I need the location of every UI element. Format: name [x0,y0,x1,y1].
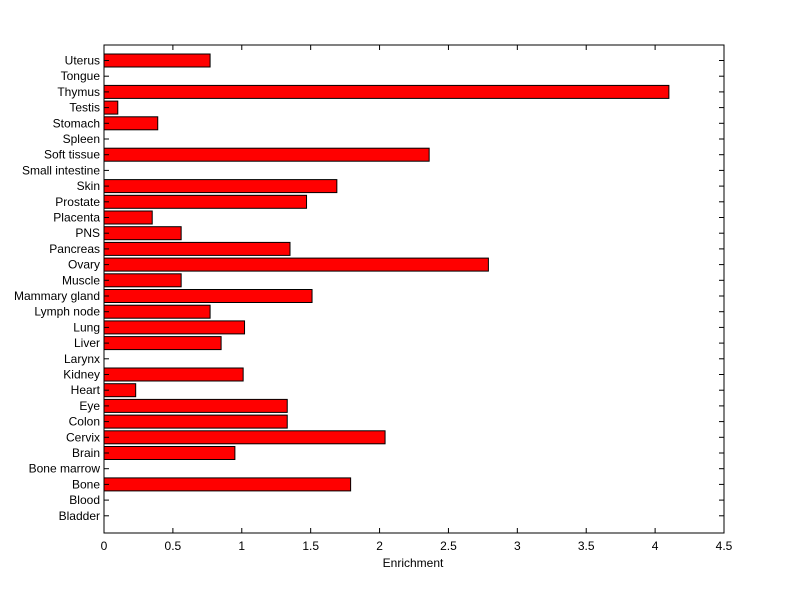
x-ticks-group: 0 0.5 1 1.5 2 2.5 3 3.5 4 4.5 [101,45,733,553]
y-tick-label: Small intestine [22,163,100,177]
y-tick-label: Placenta [53,211,100,225]
bar-mammary-gland [103,289,313,303]
y-tick-label: Blood [69,493,100,507]
y-tick-label: Bladder [59,509,100,523]
y-tick-label: Ovary [68,258,100,272]
x-tick-label: 3 [514,539,521,553]
y-tick-label: Spleen [63,132,100,146]
bar-liver [103,336,222,351]
y-tick-label: Lymph node [34,305,100,319]
bar-placenta [103,210,153,225]
y-tick-label: Bone marrow [29,462,101,476]
y-tick-label: Bone [72,477,100,491]
x-tick-label: 2 [376,539,383,553]
bars-group [103,53,670,492]
y-tick-label: Soft tissue [44,148,100,162]
bar-colon [103,414,288,429]
bar-eye [103,398,288,413]
y-tick-label: Larynx [64,352,100,366]
bar-kidney [103,367,244,382]
y-tick-label: Uterus [65,54,100,68]
bar-prostate [103,194,308,209]
x-tick-label: 0 [101,539,108,553]
y-tick-label: Liver [74,336,100,350]
y-tick-label: Skin [77,179,100,193]
y-tick-label: Pancreas [49,242,100,256]
x-tick-label: 4 [652,539,659,553]
y-tick-label: Colon [69,415,100,429]
bar-bone [103,477,352,492]
y-tick-label: Eye [79,399,100,413]
x-axis-label: Enrichment [383,556,444,570]
bar-uterus [103,53,211,68]
y-tick-label: Cervix [66,430,100,444]
x-tick-label: 3.5 [578,539,595,553]
y-tick-label: Brain [72,446,100,460]
bar-ovary [103,257,489,272]
bar-cervix [103,430,386,445]
bar-brain [103,446,236,460]
x-tick-label: 1.5 [302,539,319,553]
x-tick-label: 4.5 [716,539,733,553]
y-tick-label: Kidney [63,368,100,382]
bar-stomach [103,116,159,131]
y-tick-label: Heart [71,383,101,397]
y-tick-label: Mammary gland [14,289,100,303]
y-tick-label: Muscle [62,273,100,287]
bar-pns [103,226,182,241]
bar-lymph-node [103,304,211,319]
bar-pancreas [103,241,291,256]
y-tick-label: Tongue [61,69,101,83]
bar-soft-tissue [103,147,430,162]
y-tick-label: Lung [73,320,100,334]
bar-muscle [103,273,182,288]
bar-thymus [103,84,670,99]
y-tick-label: Testis [69,101,100,115]
y-tick-label: Prostate [55,195,100,209]
x-tick-label: 1 [238,539,245,553]
y-tick-label: Stomach [53,116,100,130]
bar-skin [103,179,338,194]
y-tick-label: Thymus [57,85,100,99]
x-tick-label: 2.5 [440,539,457,553]
x-tick-label: 0.5 [165,539,182,553]
y-tick-label: PNS [75,226,100,240]
bar-lung [103,320,246,335]
